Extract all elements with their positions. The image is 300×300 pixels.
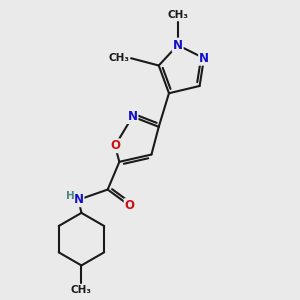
Text: O: O — [124, 199, 135, 212]
Text: N: N — [173, 39, 183, 52]
Text: N: N — [199, 52, 209, 65]
Text: H: H — [66, 191, 75, 201]
Text: CH₃: CH₃ — [71, 285, 92, 295]
Text: N: N — [74, 193, 83, 206]
Text: CH₃: CH₃ — [109, 53, 130, 63]
Text: N: N — [128, 110, 137, 123]
Text: CH₃: CH₃ — [167, 10, 188, 20]
Text: O: O — [110, 139, 120, 152]
